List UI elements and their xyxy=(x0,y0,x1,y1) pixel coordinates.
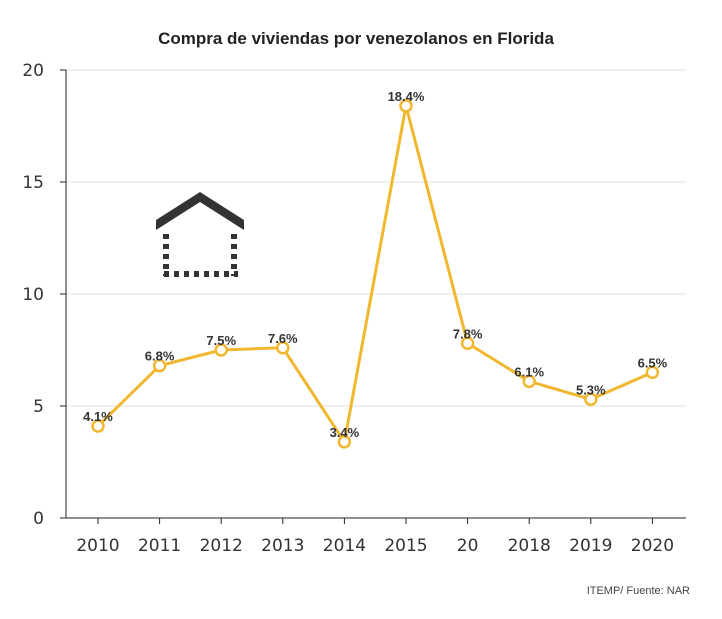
data-label: 4.1% xyxy=(83,409,113,424)
data-point xyxy=(337,435,352,449)
data-point xyxy=(399,99,413,113)
x-axis-ticks: 2010 2011 2012 2013 2014 2015 20 2018 2019 2020 xyxy=(76,518,674,556)
data-label: 7.5% xyxy=(206,333,236,348)
x-tick-label: 2012 xyxy=(200,536,243,556)
data-labels: 4.1% 6.8% 7.5% 7.6% 3.4% 18.4% 7.8% 6.1% 5.3% 6.5… xyxy=(83,89,667,440)
data-label: 6.1% xyxy=(514,364,544,379)
data-label: 6.8% xyxy=(145,349,175,364)
x-tick-label: 2013 xyxy=(261,536,304,556)
data-point xyxy=(584,392,598,407)
y-tick-label: 5 xyxy=(33,397,44,417)
data-point xyxy=(276,341,290,355)
data-point xyxy=(460,336,475,351)
gridlines xyxy=(66,69,686,407)
data-label: 3.4% xyxy=(330,425,360,440)
data-label: 18.4% xyxy=(388,89,425,104)
chart-title: Compra de viviendas por venezolanos en F… xyxy=(158,29,554,48)
x-tick-label: 2020 xyxy=(631,536,674,556)
data-label: 7.6% xyxy=(268,331,298,346)
data-point xyxy=(214,343,228,357)
source-note: ITEMP/ Fuente: NAR xyxy=(587,585,690,597)
data-point xyxy=(522,374,536,389)
data-point xyxy=(152,358,167,373)
x-tick-label: 2019 xyxy=(569,536,612,556)
series-line xyxy=(96,104,653,444)
x-tick-label: 2015 xyxy=(384,536,427,556)
data-label: 5.3% xyxy=(576,382,606,397)
data-label: 6.5% xyxy=(638,355,668,370)
data-label: 7.8% xyxy=(453,326,483,341)
x-tick-label: 2011 xyxy=(138,536,181,556)
y-tick-label: 15 xyxy=(22,173,44,193)
y-tick-label: 20 xyxy=(22,61,44,81)
x-tick-label: 2014 xyxy=(323,536,366,556)
y-tick-label: 0 xyxy=(33,509,44,529)
data-point xyxy=(645,365,660,380)
data-point xyxy=(91,419,105,433)
x-tick-label: 20 xyxy=(457,536,479,556)
y-axis-ticks: 0 5 10 15 20 xyxy=(22,61,66,529)
y-tick-label: 10 xyxy=(22,285,44,305)
data-points xyxy=(91,99,660,449)
x-tick-label: 2018 xyxy=(508,536,551,556)
house-icon xyxy=(156,192,244,277)
x-tick-label: 2010 xyxy=(76,536,119,556)
